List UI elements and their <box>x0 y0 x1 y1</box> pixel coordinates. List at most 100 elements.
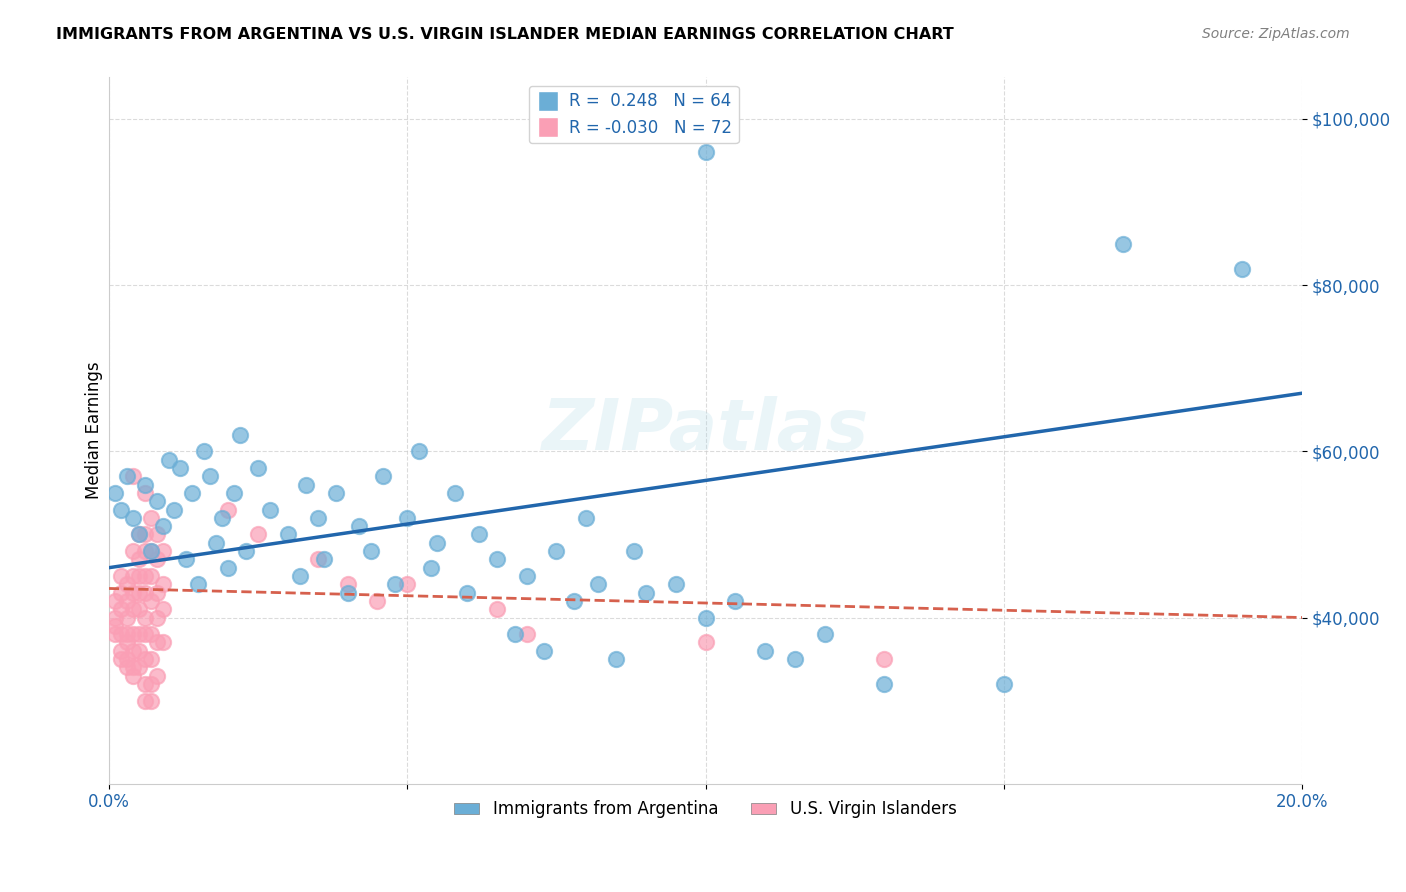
Point <box>325 486 347 500</box>
Point <box>134 610 156 624</box>
Point <box>128 569 150 583</box>
Point <box>128 527 150 541</box>
Point <box>336 577 359 591</box>
Text: IMMIGRANTS FROM ARGENTINA VS U.S. VIRGIN ISLANDER MEDIAN EARNINGS CORRELATION CH: IMMIGRANTS FROM ARGENTINA VS U.S. VIRGIN… <box>56 27 955 42</box>
Point <box>121 585 143 599</box>
Point <box>605 652 627 666</box>
Point <box>104 610 127 624</box>
Point <box>121 511 143 525</box>
Point <box>134 652 156 666</box>
Point <box>366 594 388 608</box>
Point <box>485 602 508 616</box>
Point <box>575 511 598 525</box>
Point <box>444 486 467 500</box>
Point <box>783 652 806 666</box>
Point <box>115 610 138 624</box>
Point <box>533 644 555 658</box>
Point <box>152 635 174 649</box>
Point <box>104 594 127 608</box>
Point <box>115 635 138 649</box>
Point <box>456 585 478 599</box>
Point <box>396 577 419 591</box>
Point <box>115 627 138 641</box>
Point <box>396 511 419 525</box>
Point <box>754 644 776 658</box>
Point <box>1232 261 1254 276</box>
Point <box>665 577 688 591</box>
Point <box>259 502 281 516</box>
Point <box>115 469 138 483</box>
Point <box>134 486 156 500</box>
Point <box>128 585 150 599</box>
Point <box>176 552 198 566</box>
Point <box>515 569 537 583</box>
Point <box>408 444 430 458</box>
Point <box>134 569 156 583</box>
Point <box>814 627 837 641</box>
Point <box>134 585 156 599</box>
Point <box>110 585 132 599</box>
Point <box>152 577 174 591</box>
Point <box>224 486 246 500</box>
Point <box>104 486 127 500</box>
Point <box>139 569 162 583</box>
Point <box>562 594 585 608</box>
Point <box>181 486 204 500</box>
Point <box>695 635 717 649</box>
Point <box>128 602 150 616</box>
Point <box>145 527 167 541</box>
Point <box>134 544 156 558</box>
Point <box>420 560 443 574</box>
Point <box>247 527 270 541</box>
Point <box>277 527 299 541</box>
Point <box>623 544 645 558</box>
Point <box>139 511 162 525</box>
Point <box>110 644 132 658</box>
Point <box>134 677 156 691</box>
Point <box>1112 236 1135 251</box>
Point <box>121 569 143 583</box>
Point <box>128 660 150 674</box>
Point <box>294 477 316 491</box>
Point <box>121 627 143 641</box>
Point <box>312 552 335 566</box>
Point <box>152 602 174 616</box>
Point <box>115 577 138 591</box>
Point <box>121 660 143 674</box>
Point <box>134 477 156 491</box>
Point <box>200 469 222 483</box>
Point <box>993 677 1015 691</box>
Point <box>134 527 156 541</box>
Point <box>247 461 270 475</box>
Point <box>485 552 508 566</box>
Point <box>349 519 371 533</box>
Point <box>217 502 239 516</box>
Point <box>110 627 132 641</box>
Point <box>121 602 143 616</box>
Point <box>139 693 162 707</box>
Point <box>104 627 127 641</box>
Legend: Immigrants from Argentina, U.S. Virgin Islanders: Immigrants from Argentina, U.S. Virgin I… <box>447 794 963 825</box>
Point <box>145 610 167 624</box>
Point <box>121 669 143 683</box>
Point <box>307 511 329 525</box>
Point <box>121 544 143 558</box>
Point <box>139 627 162 641</box>
Point <box>468 527 491 541</box>
Point <box>187 577 209 591</box>
Point <box>139 594 162 608</box>
Point <box>695 145 717 160</box>
Point <box>384 577 406 591</box>
Point <box>115 660 138 674</box>
Point <box>163 502 186 516</box>
Point <box>373 469 395 483</box>
Point <box>139 544 162 558</box>
Point <box>695 610 717 624</box>
Point <box>145 552 167 566</box>
Text: ZIPatlas: ZIPatlas <box>541 396 869 465</box>
Point <box>115 594 138 608</box>
Point <box>586 577 609 591</box>
Point <box>546 544 568 558</box>
Point <box>873 677 896 691</box>
Point <box>110 502 132 516</box>
